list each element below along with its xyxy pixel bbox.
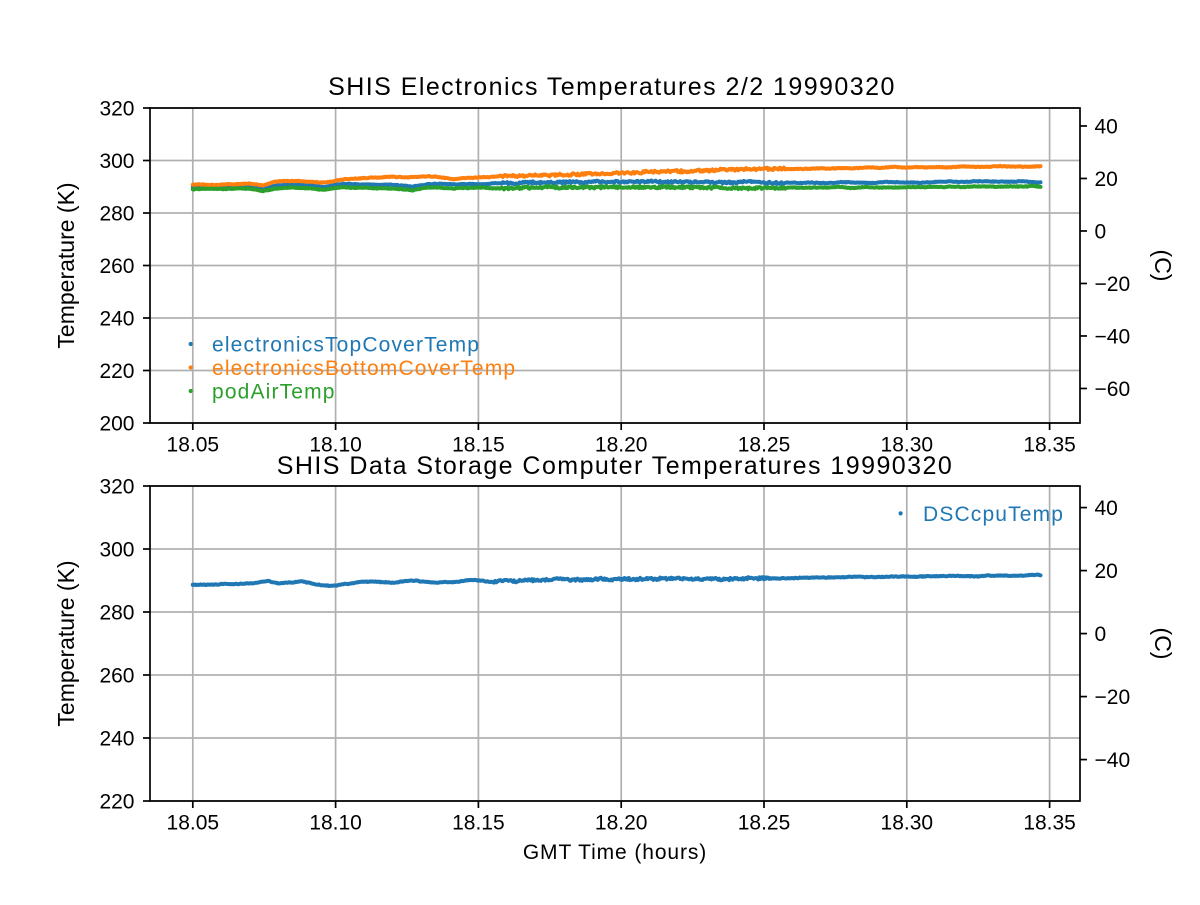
svg-text:SHIS Data Storage Computer Tem: SHIS Data Storage Computer Temperatures … — [277, 452, 953, 480]
svg-text:260: 260 — [99, 665, 134, 688]
svg-text:Temperature (K): Temperature (K) — [53, 560, 79, 726]
svg-text:0: 0 — [1095, 221, 1107, 244]
svg-text:20: 20 — [1095, 168, 1118, 191]
svg-text:electronicsBottomCoverTemp: electronicsBottomCoverTemp — [212, 357, 516, 380]
svg-text:18.25: 18.25 — [738, 434, 791, 457]
svg-text:18.10: 18.10 — [309, 434, 362, 457]
svg-text:−40: −40 — [1095, 326, 1131, 349]
svg-text:20: 20 — [1095, 560, 1118, 583]
svg-text:DSCcpuTemp: DSCcpuTemp — [923, 503, 1064, 526]
svg-text:280: 280 — [99, 203, 134, 226]
svg-text:18.20: 18.20 — [595, 812, 648, 835]
svg-text:18.20: 18.20 — [595, 434, 648, 457]
svg-text:220: 220 — [99, 791, 134, 814]
svg-text:260: 260 — [99, 255, 134, 278]
svg-text:18.05: 18.05 — [167, 434, 220, 457]
svg-text:240: 240 — [99, 308, 134, 331]
svg-text:200: 200 — [99, 413, 134, 436]
svg-text:18.05: 18.05 — [167, 812, 220, 835]
svg-text:SHIS Electronics Temperatures: SHIS Electronics Temperatures 2/2 199903… — [328, 73, 896, 101]
svg-text:18.35: 18.35 — [1023, 434, 1076, 457]
svg-text:300: 300 — [99, 150, 134, 173]
svg-text:320: 320 — [99, 98, 134, 121]
svg-text:280: 280 — [99, 602, 134, 625]
svg-text:Temperature (K): Temperature (K) — [53, 182, 79, 348]
svg-text:GMT Time (hours): GMT Time (hours) — [523, 841, 707, 864]
svg-text:18.15: 18.15 — [452, 812, 505, 835]
svg-text:18.15: 18.15 — [452, 434, 505, 457]
svg-text:18.35: 18.35 — [1023, 812, 1076, 835]
svg-text:40: 40 — [1095, 497, 1118, 520]
svg-text:320: 320 — [99, 476, 134, 499]
svg-text:podAirTemp: podAirTemp — [212, 381, 336, 404]
svg-text:240: 240 — [99, 728, 134, 751]
svg-text:(C): (C) — [1150, 628, 1176, 660]
svg-text:18.30: 18.30 — [881, 812, 934, 835]
svg-text:electronicsTopCoverTemp: electronicsTopCoverTemp — [212, 334, 480, 357]
svg-text:−40: −40 — [1095, 749, 1131, 772]
svg-text:18.10: 18.10 — [309, 812, 362, 835]
svg-text:18.30: 18.30 — [881, 434, 934, 457]
svg-text:−60: −60 — [1095, 378, 1131, 401]
svg-text:18.25: 18.25 — [738, 812, 791, 835]
svg-text:(C): (C) — [1150, 250, 1176, 282]
svg-text:0: 0 — [1095, 623, 1107, 646]
svg-text:40: 40 — [1095, 116, 1118, 139]
svg-text:−20: −20 — [1095, 273, 1131, 296]
svg-text:−20: −20 — [1095, 686, 1131, 709]
svg-text:300: 300 — [99, 539, 134, 562]
svg-text:220: 220 — [99, 360, 134, 383]
